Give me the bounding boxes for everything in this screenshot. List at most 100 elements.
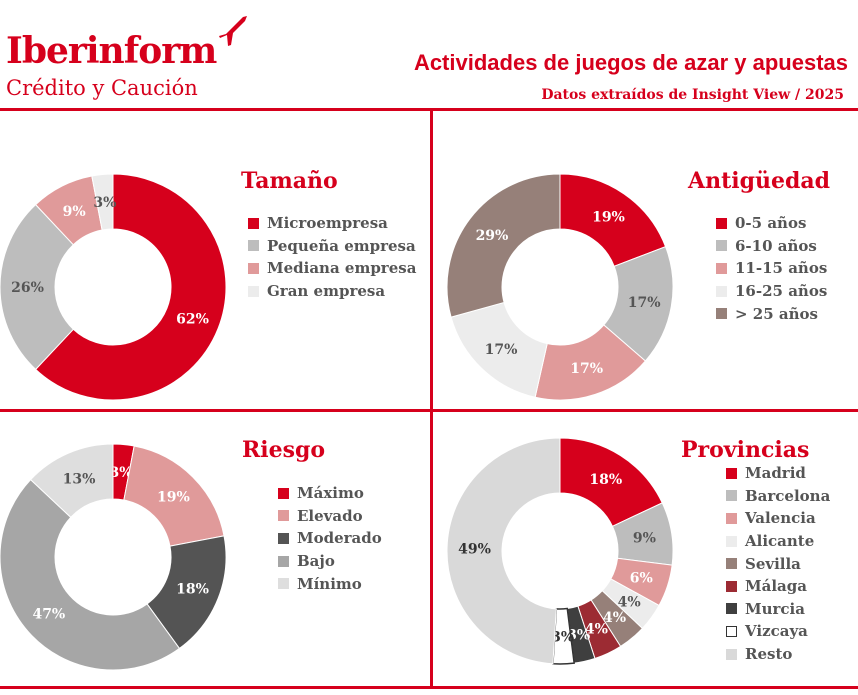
chart-title-tamano: Tamaño <box>241 168 338 194</box>
legend-item: 0-5 años <box>716 212 827 235</box>
legend-swatch <box>248 262 259 274</box>
slice-label: 3% <box>110 465 133 481</box>
slice-label: 6% <box>630 570 653 586</box>
slice-label: 3% <box>551 629 574 645</box>
donut-slice <box>34 173 227 401</box>
legend-swatch <box>278 532 289 544</box>
legend-label: 6-10 años <box>735 236 817 255</box>
legend-item: Málaga <box>726 575 830 598</box>
legend-swatch <box>716 262 727 274</box>
page-subtitle: Datos extraídos de Insight View / 2025 <box>541 87 844 103</box>
legend-label: Málaga <box>745 577 807 596</box>
legend-label: Resto <box>745 645 793 664</box>
slice-label: 4% <box>618 594 641 610</box>
legend-swatch <box>248 285 259 297</box>
legend-item: Alicante <box>726 530 830 553</box>
donut-slice <box>0 478 181 671</box>
legend-item: Madrid <box>726 462 830 485</box>
legend-item: Sevilla <box>726 552 830 575</box>
page-title: Actividades de juegos de azar y apuestas <box>413 50 848 75</box>
slice-label: 9% <box>63 204 86 220</box>
chart-title-riesgo: Riesgo <box>242 437 326 463</box>
chart-title-antiguedad: Antigüedad <box>688 168 830 194</box>
legend-item: Vizcaya <box>726 620 830 643</box>
legend-swatch <box>278 555 289 567</box>
legend-item: > 25 años <box>716 302 827 325</box>
legend-label: Mínimo <box>297 574 362 593</box>
legend-item: Resto <box>726 643 830 666</box>
legend-riesgo: Máximo Elevado Moderado Bajo Mínimo <box>278 482 382 595</box>
slice-label: 3% <box>567 627 590 643</box>
slice-label: 17% <box>485 342 518 358</box>
legend-item: Barcelona <box>726 485 830 508</box>
legend-swatch <box>726 648 737 660</box>
slice-label: 13% <box>63 472 96 488</box>
donut-slice <box>29 443 114 519</box>
slice-label: 49% <box>458 541 491 557</box>
slice-label: 47% <box>32 607 65 623</box>
legend-item: 6-10 años <box>716 235 827 258</box>
legend-label: Madrid <box>745 464 806 483</box>
legend-label: Microempresa <box>267 214 388 233</box>
legend-label: Bajo <box>297 552 335 571</box>
legend-swatch <box>278 510 289 522</box>
legend-swatch <box>726 490 737 502</box>
legend-item: Máximo <box>278 482 382 505</box>
legend-swatch <box>726 467 737 479</box>
legend-label: 11-15 años <box>735 259 828 278</box>
legend-label: Moderado <box>297 529 382 548</box>
legend-swatch <box>726 580 737 592</box>
donut-slice <box>446 437 561 665</box>
legend-swatch <box>278 578 289 590</box>
legend-item: 11-15 años <box>716 257 827 280</box>
brand-subtitle: Crédito y Caución <box>6 76 198 100</box>
plane-icon <box>219 16 247 46</box>
donut-slice <box>123 445 225 547</box>
legend-item: Microempresa <box>248 212 416 235</box>
legend-label: Murcia <box>745 599 805 618</box>
slice-label: 17% <box>570 361 603 377</box>
legend-provincias: Madrid Barcelona Valencia Alicante Sevilla Má… <box>726 462 830 665</box>
donut-slice <box>0 203 75 371</box>
slice-label: 4% <box>585 621 608 637</box>
header-divider <box>0 108 858 111</box>
legend-item: Valencia <box>726 507 830 530</box>
legend-swatch <box>726 603 737 615</box>
legend-item: Murcia <box>726 598 830 621</box>
legend-label: Alicante <box>745 532 815 551</box>
middle-divider <box>0 409 858 412</box>
legend-label: Pequeña empresa <box>267 236 416 255</box>
legend-swatch <box>716 308 727 320</box>
legend-label: Máximo <box>297 484 364 503</box>
chart-title-provincias: Provincias <box>681 437 810 463</box>
legend-label: > 25 años <box>735 304 818 323</box>
slice-label: 17% <box>628 295 661 311</box>
slice-label: 3% <box>93 195 116 211</box>
slice-label: 18% <box>589 472 622 488</box>
legend-label: Sevilla <box>745 554 801 573</box>
legend-label: 0-5 años <box>735 214 807 233</box>
legend-swatch <box>248 240 259 252</box>
legend-label: 16-25 años <box>735 282 828 301</box>
slice-label: 26% <box>11 280 44 296</box>
legend-tamano: Microempresa Pequeña empresa Mediana empre… <box>248 212 416 302</box>
legend-item: Pequeña empresa <box>248 235 416 258</box>
legend-label: Barcelona <box>745 486 831 505</box>
legend-label: Mediana empresa <box>267 259 417 278</box>
legend-label: Gran empresa <box>267 282 386 301</box>
legend-swatch <box>716 217 727 229</box>
slice-label: 29% <box>476 228 509 244</box>
legend-item: Elevado <box>278 505 382 528</box>
center-divider <box>430 110 433 688</box>
legend-swatch <box>726 625 737 637</box>
legend-item: Moderado <box>278 527 382 550</box>
bottom-divider <box>0 686 858 689</box>
legend-item: 16-25 años <box>716 280 827 303</box>
slice-label: 19% <box>592 210 625 226</box>
legend-item: Gran empresa <box>248 280 416 303</box>
legend-swatch <box>716 285 727 297</box>
legend-label: Elevado <box>297 506 363 525</box>
slice-label: 19% <box>157 490 190 506</box>
legend-label: Vizcaya <box>745 622 808 641</box>
